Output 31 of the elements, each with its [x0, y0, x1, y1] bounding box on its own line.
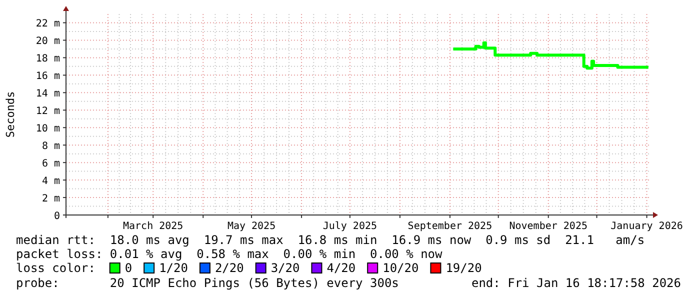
legend-label: 3/20 — [270, 261, 300, 275]
legend-label: 19/20 — [446, 261, 482, 275]
y-tick-label: 16 m — [36, 71, 60, 82]
y-tick-label: 8 m — [42, 141, 60, 152]
legend-title: loss color: — [16, 261, 96, 275]
y-tick-label: 18 m — [36, 54, 60, 65]
text: probe: 20 ICMP Echo Pings (56 Bytes) every 300s — [16, 276, 399, 290]
x-tick-label: September 2025 — [408, 221, 492, 232]
legend-label: 0 — [124, 261, 132, 275]
y-tick-label: 6 m — [42, 158, 60, 170]
text: median rtt: 18.0 ms avg 19.7 ms max 16.8 ms min 16.9 ms now 0.9 ms sd 21.1 am/s — [16, 233, 645, 247]
y-tick-label: 12 m — [36, 106, 60, 118]
legend-label: 10/20 — [382, 261, 419, 275]
x-tick-label: November 2025 — [509, 221, 588, 232]
y-tick-label: 14 m — [36, 88, 60, 100]
x-tick-label: March 2025 — [123, 221, 184, 232]
y-tick-label: 20 m — [36, 36, 60, 48]
x-tick-label: July 2025 — [322, 221, 378, 232]
y-axis-title: Seconds — [4, 91, 17, 138]
legend-label: 1/20 — [159, 261, 188, 275]
x-tick-label: January 2026 — [610, 221, 683, 232]
y-tick-label: 2 m — [42, 194, 60, 205]
y-tick-label: 22 m — [36, 18, 60, 30]
y-tick-label: 0 — [54, 211, 60, 222]
x-tick-label: May 2025 — [227, 221, 276, 232]
text: end: Fri Jan 16 18:17:58 2026 — [471, 276, 681, 290]
legend-label: 4/20 — [326, 261, 356, 275]
legend-label: 2/20 — [214, 261, 244, 275]
y-tick-label: 10 m — [36, 124, 60, 135]
text: packet loss: 0.01 % avg 0.58 % max 0.00 % min 0.00 % now — [16, 247, 444, 261]
y-tick-label: 4 m — [42, 176, 60, 188]
